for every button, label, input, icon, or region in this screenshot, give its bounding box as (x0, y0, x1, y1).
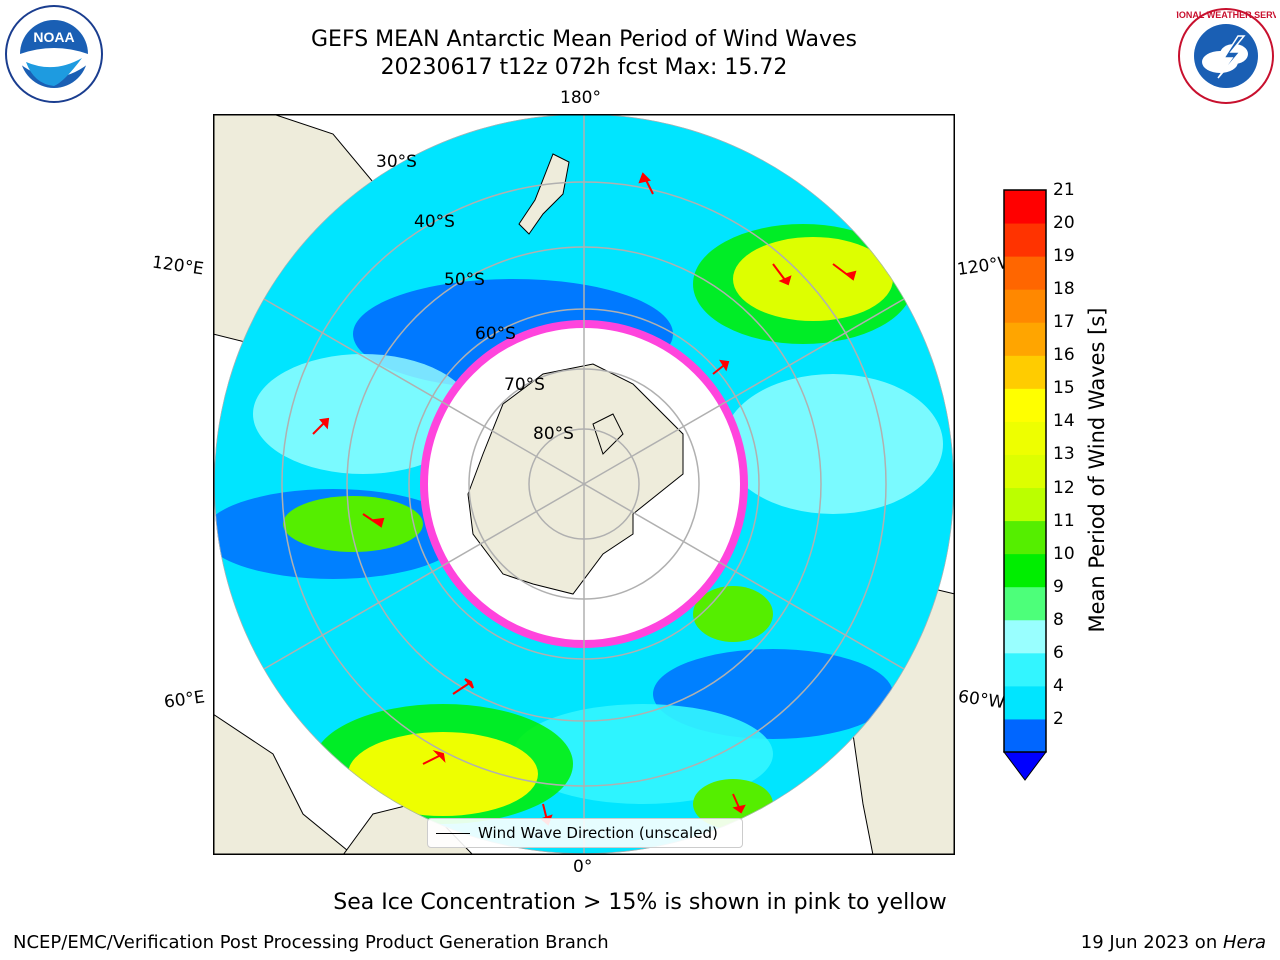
chart-subtitle: 20230617 t12z 072h fcst Max: 15.72 (380, 55, 788, 80)
colorbar (1003, 189, 1047, 781)
colorbar-band (1004, 421, 1046, 455)
lat-label-70s: 70°S (504, 375, 545, 395)
new-zealand-land (518, 153, 570, 235)
lon-label-60e: 60°E (162, 687, 207, 713)
chart-title: GEFS MEAN Antarctic Mean Period of Wind … (311, 27, 857, 52)
lat-label-50s: 50°S (444, 270, 485, 290)
long-period-area (693, 586, 773, 642)
colorbar-band (1004, 718, 1046, 753)
nws-logo-text: NATIONAL WEATHER SERVICE (1176, 10, 1276, 20)
colorbar-tick-label: 6 (1053, 642, 1064, 663)
colorbar-tick-label: 8 (1053, 609, 1064, 630)
lon-label-0: 0° (573, 857, 593, 877)
colorbar-tick-label: 16 (1053, 345, 1075, 366)
date-text: 19 Jun 2023 on (1080, 932, 1223, 953)
colorbar-band (1004, 685, 1046, 720)
longest-period-area (733, 237, 893, 321)
legend-label: Wind Wave Direction (unscaled) (478, 824, 718, 842)
national-weather-service-logo: NATIONAL WEATHER SERVICE (1176, 8, 1276, 104)
colorbar-frame (1003, 189, 1047, 753)
lon-label-120e: 120°E (150, 252, 205, 280)
map-frame (213, 114, 955, 855)
legend-line-swatch (436, 832, 470, 834)
lat-label-30s: 30°S (376, 152, 417, 172)
colorbar-tick-label: 21 (1053, 180, 1075, 200)
colorbar-band (1004, 454, 1046, 489)
colorbar-tick-label: 13 (1053, 444, 1075, 465)
colorbar-bands (1004, 190, 1046, 753)
colorbar-tick-label: 4 (1053, 675, 1064, 696)
machine-name: Hera (1222, 932, 1266, 953)
generation-date: 19 Jun 2023 on Hera (1081, 932, 1266, 953)
sea-ice-note: Sea Ice Concentration > 15% is shown in … (333, 890, 947, 915)
colorbar-extend-triangle (1003, 751, 1047, 781)
colorbar-tick-label: 2 (1053, 708, 1064, 729)
colorbar-tick-label: 14 (1053, 411, 1075, 432)
longest-period-area (348, 732, 538, 816)
colorbar-band (1004, 586, 1046, 621)
graticule (214, 114, 954, 854)
colorbar-band (1004, 289, 1046, 323)
lon-label-180: 180° (560, 88, 601, 108)
colorbar-band (1004, 190, 1046, 224)
medium-period-area (253, 354, 473, 474)
lon-label-60w: 60°W (956, 686, 1007, 714)
long-period-area (283, 496, 423, 552)
lat-label-60s: 60°S (475, 324, 516, 344)
medium-period-area (723, 374, 943, 514)
colorbar-tick-label: 20 (1053, 213, 1075, 234)
antarctic-wave-period-map (213, 114, 955, 855)
colorbar-band (1004, 487, 1046, 522)
noaa-logo: NOAA (5, 5, 103, 103)
africa-land-west (213, 713, 354, 855)
colorbar-tick-label: 10 (1053, 543, 1075, 564)
colorbar-band (1004, 553, 1046, 588)
colorbar-tick-label: 19 (1053, 246, 1075, 267)
colorbar-band (1004, 520, 1046, 555)
colorbar-tick-label: 11 (1053, 510, 1075, 531)
colorbar-band (1004, 322, 1046, 356)
colorbar-tick-label: 15 (1053, 378, 1075, 399)
colorbar-label: Mean Period of Wind Waves [s] (1085, 307, 1109, 633)
noaa-logo-text: NOAA (33, 29, 74, 45)
colorbar-band (1004, 355, 1046, 389)
medium-period-area (513, 704, 773, 804)
colorbar-tick-label: 12 (1053, 477, 1075, 498)
colorbar-band (1004, 223, 1046, 257)
colorbar-tick-label: 18 (1053, 279, 1075, 300)
colorbar-band (1004, 619, 1046, 654)
lat-label-40s: 40°S (414, 212, 455, 232)
colorbar-band (1004, 388, 1046, 422)
credit-text: NCEP/EMC/Verification Post Processing Pr… (13, 932, 609, 953)
colorbar-band (1004, 652, 1046, 687)
colorbar-band (1004, 256, 1046, 290)
map-legend: Wind Wave Direction (unscaled) (427, 818, 743, 848)
colorbar-tick-label: 9 (1053, 576, 1064, 597)
lat-label-80s: 80°S (533, 424, 574, 444)
colorbar-tick-label: 17 (1053, 312, 1075, 333)
